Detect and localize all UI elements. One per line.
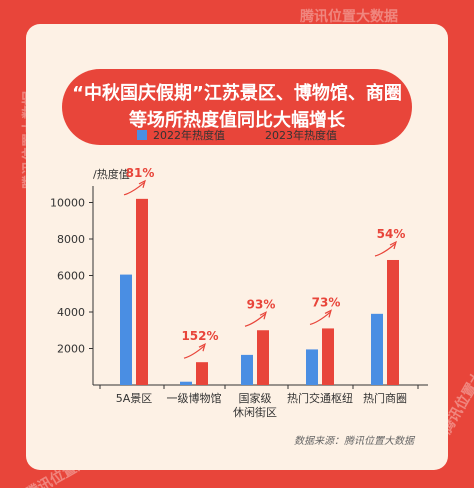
legend-item-2022: 2022年热度值 [137,127,225,143]
growth-arrow-head [324,309,332,318]
bar-2023 [257,330,269,385]
title-banner: “中秋国庆假期”江苏景区、博物馆、商圈 等场所热度值同比大幅增长 [62,69,412,145]
bar-2023 [322,328,334,385]
data-source: 数据来源：腾讯位置大数据 [294,436,414,447]
growth-arrow-head [138,179,146,189]
growth-arrow-head [389,240,397,250]
growth-annotation: 93% [247,297,276,311]
growth-arrow [309,311,331,326]
bar-2023 [387,259,399,385]
bar-2022 [120,274,132,385]
legend-swatch-2022 [137,130,147,140]
growth-arrow [123,182,145,196]
chart-card: “中秋国庆假期”江苏景区、博物馆、商圈 等场所热度值同比大幅增长 2022年热度… [26,24,448,470]
growth-annotation: 73% [312,295,341,309]
growth-arrow [244,313,266,327]
chart-title-line-1: “中秋国庆假期”江苏景区、博物馆、商圈 [72,83,402,104]
growth-arrow-head [259,311,267,320]
growth-arrow [183,345,205,359]
bar-2023 [196,362,208,385]
x-tick-label: 热门商圈 [363,391,407,405]
y-tick-label: 4000 [57,306,85,319]
x-tick-label: 一级博物馆 [167,391,222,405]
x-tick-label: 国家级 [239,391,272,405]
y-tick-label: 8000 [57,233,85,246]
growth-annotation: 81% [126,166,155,180]
legend-label-2023: 2023年热度值 [265,129,337,142]
bar-2023 [136,198,148,385]
watermark: 腾讯位置大数据 [300,9,398,25]
growth-annotation: 54% [377,227,406,241]
legend-swatch-2023 [249,130,259,140]
bar-2022 [241,354,253,385]
x-tick-label: 热门交通枢纽 [287,391,353,405]
y-axis-label: /热度值 [93,167,130,181]
chart-title-line-2: 等场所热度值同比大幅增长 [129,110,345,131]
legend-item-2023: 2023年热度值 [249,127,337,143]
y-tick-label: 10000 [50,197,85,210]
growth-annotation: 152% [181,329,218,343]
growth-arrow-head [198,343,206,352]
legend-label-2022: 2022年热度值 [153,129,225,142]
bar-2022 [306,349,318,385]
bar-2022 [180,381,192,385]
y-tick-label: 2000 [57,343,85,356]
bar-2022 [371,313,383,385]
x-tick-label: 5A景区 [116,392,153,405]
growth-arrow [374,243,396,257]
legend: 2022年热度值 2023年热度值 [26,127,448,143]
x-tick-label: 休闲街区 [233,405,277,419]
y-tick-label: 6000 [57,270,85,283]
